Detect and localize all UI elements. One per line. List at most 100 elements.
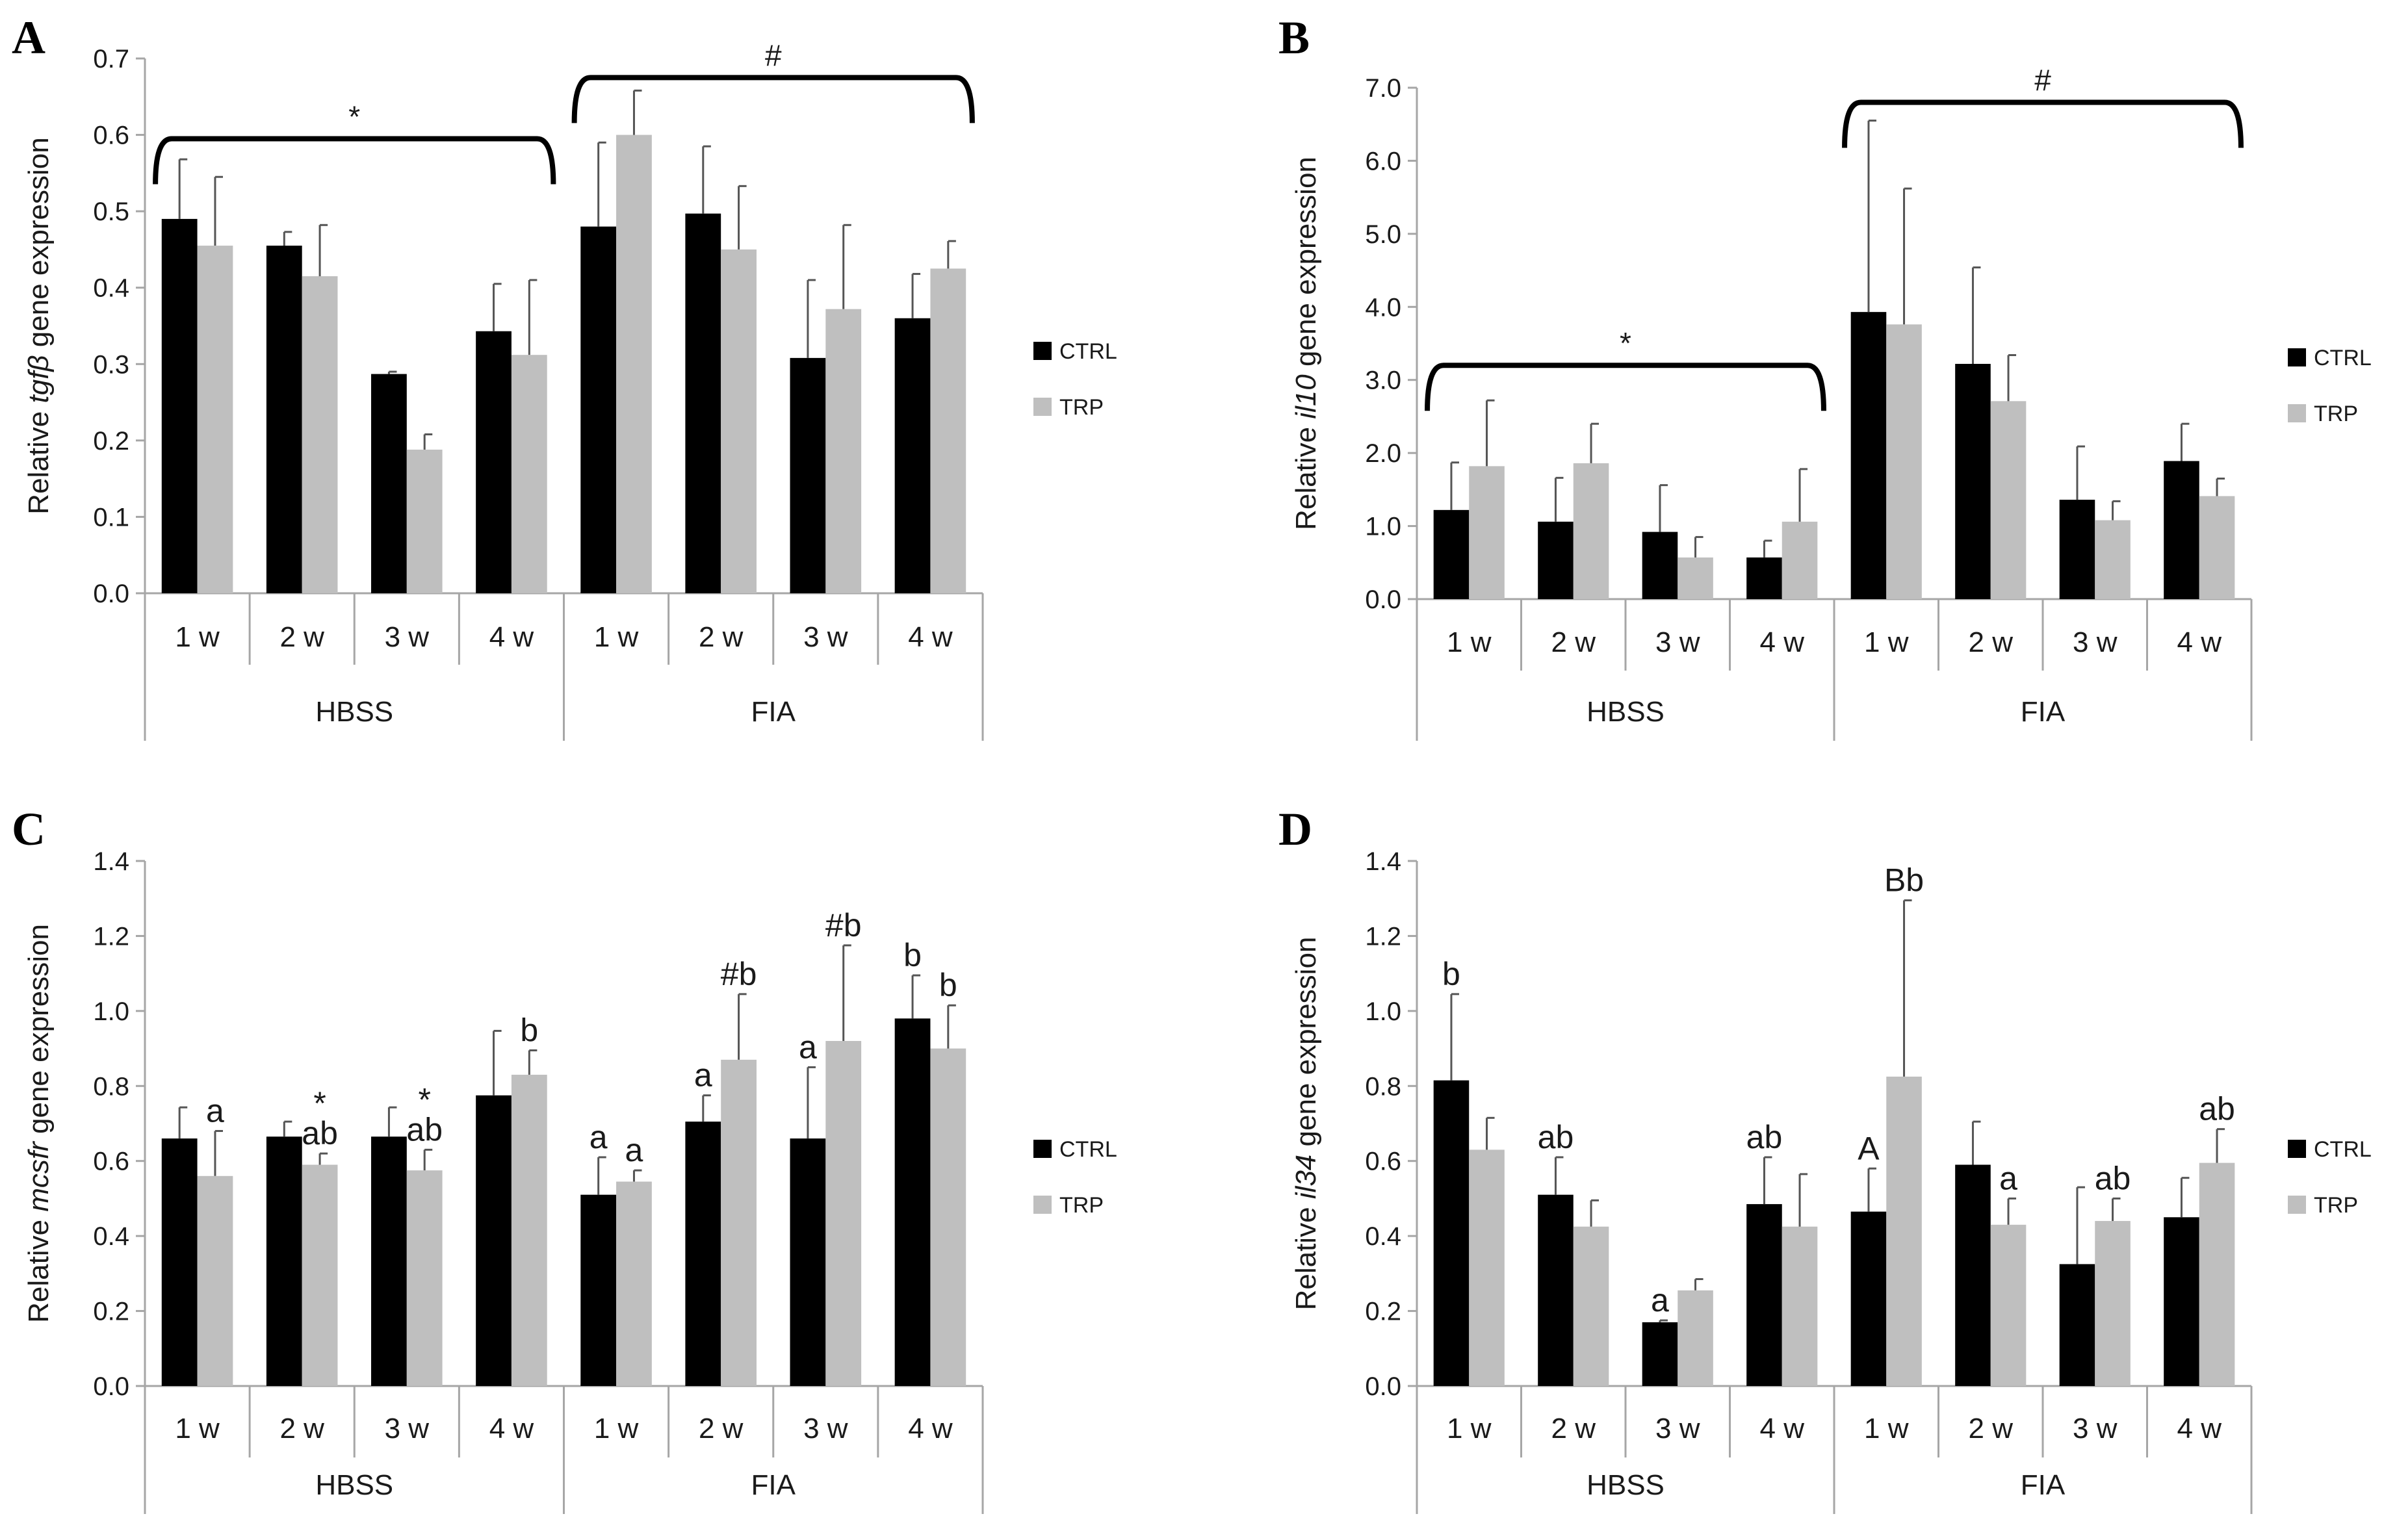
bar-trp (2095, 520, 2131, 599)
y-axis-label-part: gene expression (23, 137, 55, 355)
bar-trp (302, 276, 338, 593)
category-label: 1 w (1864, 1413, 1909, 1444)
panel-D: D 0.0 0.2 0.4 0.6 0.8 1.0 1.2 1.4 Relative il34 g… (1278, 803, 2372, 1514)
y-tick-label: 1.0 (93, 997, 129, 1026)
y-tick-label: 0.6 (93, 122, 129, 150)
significance-letter: * (313, 1085, 326, 1122)
y-axis-label-part: Relative (1290, 419, 1322, 530)
bar-trp (2199, 496, 2235, 599)
bar-trp (1573, 463, 1609, 599)
bar-ctrl (2164, 461, 2199, 599)
group-label: HBSS (1587, 1469, 1665, 1501)
legend-label: CTRL (1059, 1137, 1117, 1162)
bar-trp (616, 135, 652, 594)
bar-trp (1886, 1076, 1922, 1386)
y-axis-label-part: mcsfr (23, 1140, 55, 1212)
legend-label: TRP (1059, 1193, 1104, 1218)
bar-trp (825, 1041, 862, 1386)
y-tick-label: 4.0 (1365, 293, 1401, 322)
y-tick-label: 1.2 (93, 922, 129, 951)
significance-bracket (153, 136, 556, 185)
y-axis-label-part: Relative (23, 404, 55, 515)
legend-label: TRP (2314, 1193, 2358, 1218)
bar-trp (825, 309, 862, 593)
category-label: 1 w (594, 621, 639, 653)
category-label: 1 w (1447, 626, 1492, 658)
legend-label: TRP (2314, 402, 2358, 426)
bar-trp (406, 449, 443, 593)
bar-ctrl (371, 374, 407, 593)
bar-trp (1469, 466, 1505, 599)
y-tick-label: 0.0 (1365, 585, 1401, 614)
y-axis-label-part: gene expression (23, 924, 55, 1142)
significance-letter: #b (825, 907, 862, 943)
bar-trp (1678, 557, 1713, 599)
significance-letter: ab (1538, 1119, 1574, 1155)
category-label: 2 w (279, 1413, 324, 1444)
category-label: 4 w (1760, 1413, 1805, 1444)
y-tick-label: 1.4 (93, 847, 129, 876)
category-label: 3 w (385, 1413, 430, 1444)
significance-letter: ab (2199, 1091, 2235, 1127)
bar-trp (1782, 1226, 1818, 1386)
group-label: FIA (751, 1469, 796, 1501)
bar-trp (930, 1048, 966, 1386)
bar-ctrl (161, 1138, 198, 1386)
bar-trp (302, 1164, 338, 1386)
legend-swatch-ctrl (1033, 1140, 1052, 1158)
category-label: 2 w (1551, 626, 1596, 658)
bar-ctrl (1642, 532, 1678, 599)
significance-bracket (1842, 99, 2244, 148)
bar-trp (2095, 1221, 2131, 1386)
y-tick-label: 0.2 (93, 1298, 129, 1326)
bracket-label: # (2034, 63, 2051, 97)
significance-letter: b (903, 937, 922, 973)
bar-trp (511, 1074, 547, 1386)
panel-letter: A (12, 12, 45, 64)
bar-ctrl (790, 357, 826, 593)
category-label: 1 w (1864, 626, 1909, 658)
bar-trp (1782, 521, 1818, 599)
significance-letter: ab (2095, 1160, 2131, 1196)
bar-trp (1990, 401, 2027, 599)
y-tick-label: 6.0 (1365, 147, 1401, 175)
category-label: 4 w (489, 1413, 534, 1444)
category-label: 2 w (1551, 1413, 1596, 1444)
y-tick-label: 0.6 (93, 1148, 129, 1176)
bar-trp (197, 246, 233, 593)
bar-ctrl (580, 1194, 617, 1386)
bar-ctrl (1433, 1080, 1470, 1386)
significance-bracket (1425, 363, 1826, 411)
y-tick-label: 2.0 (1365, 439, 1401, 468)
y-tick-label: 0.0 (1365, 1372, 1401, 1401)
y-tick-label: 0.5 (93, 198, 129, 226)
category-label: 2 w (279, 621, 324, 653)
category-label: 4 w (2177, 1413, 2222, 1444)
category-label: 3 w (385, 621, 430, 653)
significance-letter: a (1651, 1282, 1669, 1318)
significance-letter: b (1442, 956, 1460, 992)
y-axis-label-part: Relative (23, 1212, 55, 1323)
bar-trp (1886, 324, 1922, 599)
significance-letter: ab (406, 1111, 443, 1148)
panel-letter: D (1278, 803, 1312, 855)
y-axis-label-part: gene expression (1290, 937, 1322, 1155)
significance-letter: A (1858, 1130, 1880, 1166)
bar-ctrl (476, 1095, 512, 1386)
y-axis-label-part: tgfβ (23, 355, 55, 403)
category-label: 1 w (175, 621, 220, 653)
bar-trp (930, 268, 966, 593)
y-axis-label: Relative mcsfr gene expression (23, 924, 55, 1323)
bar-trp (1678, 1290, 1713, 1386)
bar-ctrl (2059, 500, 2095, 599)
y-tick-label: 0.3 (93, 350, 129, 379)
legend-swatch-ctrl (1033, 342, 1052, 360)
y-tick-label: 5.0 (1365, 220, 1401, 249)
y-tick-label: 0.0 (93, 1372, 129, 1401)
significance-letter: ab (302, 1115, 338, 1151)
legend-swatch-ctrl (2288, 348, 2306, 366)
category-label: 2 w (699, 621, 744, 653)
y-axis-label: Relative il10 gene expression (1290, 157, 1322, 530)
y-tick-label: 1.0 (1365, 997, 1401, 1026)
bar-trp (1573, 1226, 1609, 1386)
